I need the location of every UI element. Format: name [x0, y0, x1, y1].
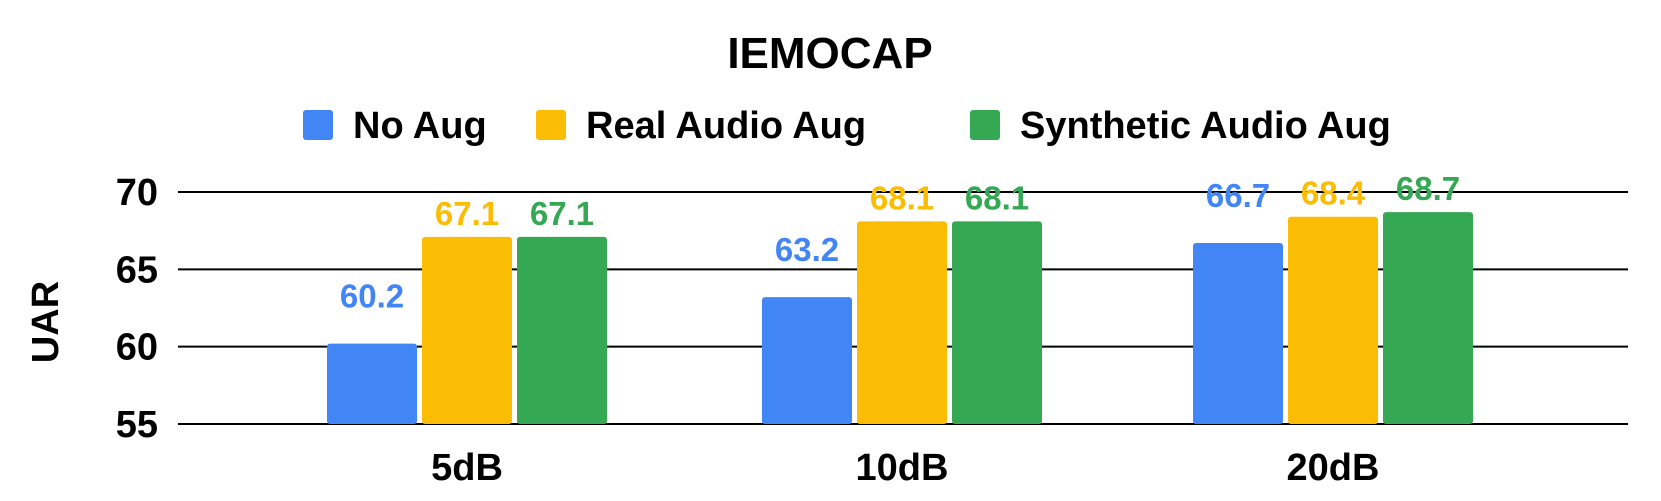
- y-tick-label: 55: [116, 404, 158, 446]
- y-tick-label: 70: [116, 172, 158, 214]
- data-label: 68.4: [1301, 175, 1366, 212]
- bar-synthetic-audio-aug-20db: [1383, 212, 1473, 424]
- legend-label: Real Audio Aug: [586, 105, 866, 147]
- data-label: 67.1: [530, 195, 594, 232]
- data-label: 60.2: [340, 278, 404, 315]
- bar-no-aug-20db: [1193, 243, 1283, 424]
- bar-real-audio-aug-5db: [422, 236, 512, 424]
- x-tick-label: 5dB: [431, 447, 503, 489]
- data-label: 68.1: [965, 179, 1029, 216]
- y-axis-label: UAR: [25, 281, 67, 363]
- bar-synthetic-audio-aug-10db: [952, 221, 1042, 424]
- x-tick-label: 10dB: [856, 447, 949, 489]
- bar-real-audio-aug-20db: [1288, 216, 1378, 424]
- legend-item-no-aug: No Aug: [303, 105, 487, 147]
- legend-label: Synthetic Audio Aug: [1020, 105, 1391, 147]
- data-label: 67.1: [435, 195, 499, 232]
- legend-swatch: [303, 110, 333, 140]
- bars: [327, 212, 1473, 424]
- bar-no-aug-10db: [762, 297, 852, 424]
- data-labels: 60.2 63.2 66.7 67.1 68.1 68.4 67.1 68.1 68.7: [340, 170, 1460, 314]
- legend-swatch: [970, 110, 1000, 140]
- legend-item-synthetic-audio-aug: Synthetic Audio Aug: [970, 105, 1391, 147]
- x-axis-ticks: 5dB 10dB 20dB: [431, 447, 1379, 489]
- legend-swatch: [536, 110, 566, 140]
- data-label: 66.7: [1206, 177, 1270, 214]
- x-tick-label: 20dB: [1287, 447, 1380, 489]
- legend-item-real-audio-aug: Real Audio Aug: [536, 105, 866, 147]
- y-axis-ticks: 55 60 65 70: [116, 172, 158, 446]
- bar-synthetic-audio-aug-5db: [517, 236, 607, 424]
- y-tick-label: 65: [116, 249, 158, 291]
- legend: No Aug Real Audio Aug Synthetic Audio Aug: [303, 105, 1391, 147]
- chart-title: IEMOCAP: [727, 29, 932, 78]
- bar-no-aug-5db: [327, 343, 417, 424]
- data-label: 68.7: [1396, 170, 1460, 207]
- y-tick-label: 60: [116, 327, 158, 369]
- legend-label: No Aug: [353, 105, 487, 147]
- bar-real-audio-aug-10db: [857, 221, 947, 424]
- data-label: 63.2: [775, 231, 839, 268]
- data-label: 68.1: [870, 179, 934, 216]
